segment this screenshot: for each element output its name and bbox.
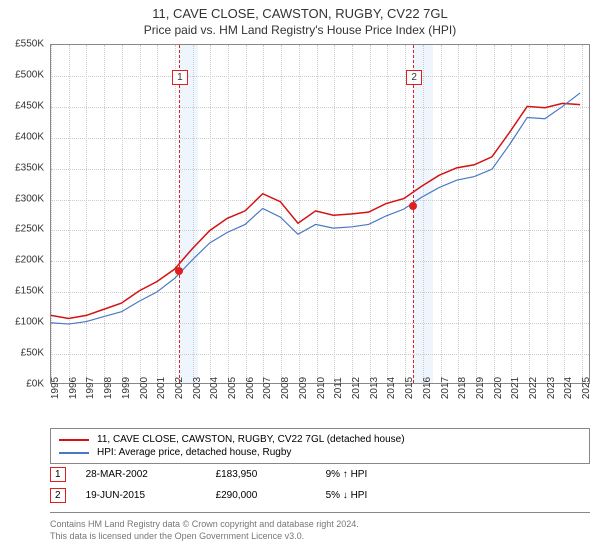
y-axis: £0K£50K£100K£150K£200K£250K£300K£350K£40…: [0, 44, 50, 384]
x-tick: 1998: [103, 377, 114, 399]
y-tick: £150K: [15, 286, 44, 297]
event-hpi: 9% ↑ HPI: [326, 469, 368, 480]
x-tick: 1995: [50, 377, 61, 399]
x-tick: 2009: [298, 377, 309, 399]
event-label: 2: [406, 70, 422, 85]
event-dot: [409, 202, 417, 210]
legend-label: 11, CAVE CLOSE, CAWSTON, RUGBY, CV22 7GL…: [97, 434, 405, 445]
x-tick: 2018: [457, 377, 468, 399]
x-tick: 2007: [262, 377, 273, 399]
x-tick: 2011: [333, 377, 344, 399]
event-price: £183,950: [216, 469, 306, 480]
x-tick: 2005: [227, 377, 238, 399]
y-tick: £100K: [15, 317, 44, 328]
events-table: 1 28-MAR-2002 £183,950 9% ↑ HPI 2 19-JUN-2015…: [50, 464, 590, 506]
x-tick: 2022: [528, 377, 539, 399]
legend: 11, CAVE CLOSE, CAWSTON, RUGBY, CV22 7GL…: [50, 428, 590, 464]
x-tick: 2001: [156, 377, 167, 399]
footer-line2: This data is licensed under the Open Gov…: [50, 530, 590, 542]
x-tick: 2008: [280, 377, 291, 399]
x-tick: 2019: [475, 377, 486, 399]
y-tick: £500K: [15, 69, 44, 80]
footer: Contains HM Land Registry data © Crown c…: [50, 512, 590, 542]
x-tick: 2021: [510, 377, 521, 399]
y-tick: £350K: [15, 162, 44, 173]
event-date: 19-JUN-2015: [86, 490, 196, 501]
footer-line1: Contains HM Land Registry data © Crown c…: [50, 518, 590, 530]
x-tick: 2016: [422, 377, 433, 399]
x-tick: 1996: [68, 377, 79, 399]
event-marker: 1: [50, 467, 66, 482]
event-label: 1: [172, 70, 188, 85]
chart-subtitle: Price paid vs. HM Land Registry's House …: [0, 23, 600, 37]
y-tick: £250K: [15, 224, 44, 235]
x-axis: 1995199619971998199920002001200220032004…: [50, 384, 590, 424]
series-hpi: [51, 93, 580, 324]
event-dot: [175, 267, 183, 275]
y-tick: £300K: [15, 193, 44, 204]
x-tick: 1997: [85, 377, 96, 399]
x-tick: 2010: [316, 377, 327, 399]
x-tick: 2000: [139, 377, 150, 399]
x-tick: 1999: [121, 377, 132, 399]
event-date: 28-MAR-2002: [86, 469, 196, 480]
x-tick: 2017: [440, 377, 451, 399]
x-tick: 2024: [563, 377, 574, 399]
chart-header: 11, CAVE CLOSE, CAWSTON, RUGBY, CV22 7GL…: [0, 0, 600, 39]
y-tick: £550K: [15, 39, 44, 50]
legend-label: HPI: Average price, detached house, Rugb…: [97, 447, 291, 458]
x-tick: 2004: [209, 377, 220, 399]
y-tick: £50K: [21, 348, 44, 359]
event-row: 1 28-MAR-2002 £183,950 9% ↑ HPI: [50, 464, 590, 485]
series-subject: [51, 103, 580, 318]
y-tick: £400K: [15, 131, 44, 142]
chart-plot: [51, 45, 589, 383]
event-marker: 2: [50, 488, 66, 503]
x-tick: 2003: [192, 377, 203, 399]
y-tick: £450K: [15, 100, 44, 111]
x-tick: 2006: [245, 377, 256, 399]
x-tick: 2025: [581, 377, 592, 399]
event-price: £290,000: [216, 490, 306, 501]
event-line: [179, 45, 180, 383]
event-hpi: 5% ↓ HPI: [326, 490, 368, 501]
chart-title: 11, CAVE CLOSE, CAWSTON, RUGBY, CV22 7GL: [0, 6, 600, 21]
legend-item: 11, CAVE CLOSE, CAWSTON, RUGBY, CV22 7GL…: [59, 433, 581, 446]
x-tick: 2023: [546, 377, 557, 399]
x-tick: 2002: [174, 377, 185, 399]
x-tick: 2014: [386, 377, 397, 399]
legend-item: HPI: Average price, detached house, Rugb…: [59, 446, 581, 459]
chart-area: 12: [50, 44, 590, 384]
event-line: [413, 45, 414, 383]
x-tick: 2012: [351, 377, 362, 399]
x-tick: 2020: [493, 377, 504, 399]
y-tick: £0K: [26, 379, 44, 390]
event-row: 2 19-JUN-2015 £290,000 5% ↓ HPI: [50, 485, 590, 506]
legend-swatch: [59, 439, 89, 441]
legend-swatch: [59, 452, 89, 454]
x-tick: 2015: [404, 377, 415, 399]
x-tick: 2013: [369, 377, 380, 399]
y-tick: £200K: [15, 255, 44, 266]
